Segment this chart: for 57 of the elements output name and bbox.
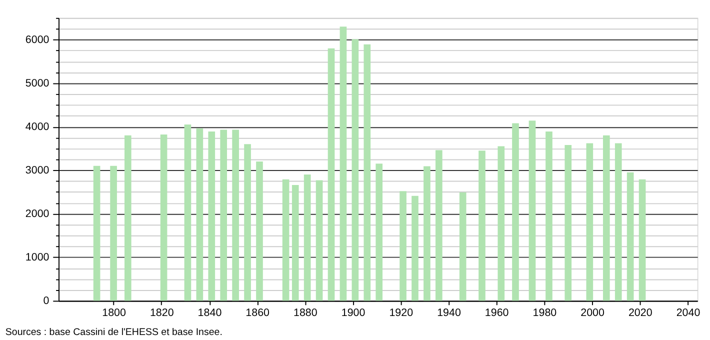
bar xyxy=(124,135,132,301)
bar xyxy=(196,128,204,301)
x-tick-label: 1840 xyxy=(198,306,222,319)
bar xyxy=(160,134,168,301)
bar xyxy=(352,39,359,301)
bar xyxy=(528,120,536,301)
x-tick-label: 1960 xyxy=(484,306,509,319)
source-note: Sources : base Cassini de l'EHESS et base Insee. xyxy=(5,326,222,338)
bar xyxy=(340,26,347,301)
x-tick-label: 1980 xyxy=(532,306,557,319)
x-tick-label: 2000 xyxy=(580,306,604,319)
x-tick-label: 1920 xyxy=(389,306,414,319)
bar xyxy=(478,150,486,301)
bar xyxy=(400,191,406,301)
bar xyxy=(626,172,634,301)
bar xyxy=(244,144,251,301)
bar xyxy=(638,179,646,301)
y-tick-label: 0 xyxy=(43,295,50,308)
x-tick-label: 2020 xyxy=(628,306,652,319)
bar xyxy=(328,48,335,301)
y-tick-label: 6000 xyxy=(25,34,50,46)
x-tick-label: 1900 xyxy=(341,306,366,319)
y-tick-label: 4000 xyxy=(25,121,50,134)
bar xyxy=(436,150,442,301)
bar xyxy=(220,130,228,301)
bar xyxy=(512,123,519,301)
x-tick-label: 1940 xyxy=(437,306,461,319)
y-tick-label: 2000 xyxy=(25,208,50,220)
bar xyxy=(232,130,239,301)
bar xyxy=(586,143,594,301)
bar xyxy=(459,192,466,301)
bar xyxy=(602,135,610,301)
x-tick-label: 1880 xyxy=(294,306,318,319)
bar xyxy=(184,124,192,301)
y-tick-label: 3000 xyxy=(25,164,50,177)
bar xyxy=(316,180,323,301)
x-tick-label: 1860 xyxy=(246,306,270,319)
bar xyxy=(614,143,622,301)
bar xyxy=(110,166,117,301)
bar xyxy=(412,196,418,301)
bar xyxy=(424,166,430,301)
bar xyxy=(256,161,263,301)
bar xyxy=(93,166,100,301)
y-tick-label: 5000 xyxy=(25,78,50,90)
x-tick-label: 1800 xyxy=(102,306,126,319)
bar xyxy=(564,144,572,301)
bar xyxy=(304,174,311,301)
y-tick-label: 1000 xyxy=(25,252,50,264)
bar xyxy=(292,184,299,301)
bar xyxy=(546,131,552,301)
bar xyxy=(364,44,371,301)
bar xyxy=(282,179,290,301)
x-tick-label: 1820 xyxy=(150,306,174,319)
bar xyxy=(208,131,216,301)
bar xyxy=(498,146,505,301)
bar xyxy=(376,164,383,301)
x-tick-label: 2040 xyxy=(676,306,700,319)
